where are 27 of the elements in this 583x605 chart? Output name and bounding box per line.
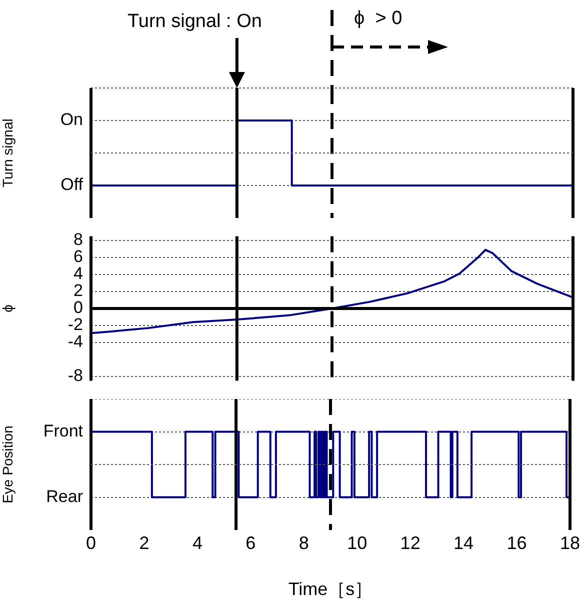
y-tick-label: 6: [74, 247, 83, 266]
x-tick-label: 14: [454, 532, 474, 553]
y-tick-label: -8: [68, 366, 83, 386]
text: Rear: [46, 486, 84, 506]
text: Front: [43, 421, 84, 440]
x-tick-label: 10: [347, 532, 368, 553]
y-axis-title: ϕ: [0, 304, 16, 312]
y-tick-label: -4: [68, 332, 83, 352]
y-tick-label: 8: [74, 230, 83, 250]
x-tick-label: 6: [246, 532, 256, 553]
text: Off: [60, 175, 84, 194]
x-tick-label: 8: [298, 532, 309, 553]
x-tick-label: 12: [400, 532, 420, 553]
y-tick-label: 2: [74, 281, 83, 300]
x-tick-label: 16: [506, 532, 527, 553]
text: Turn signal : On: [127, 11, 262, 32]
y-tick-label: -2: [68, 315, 83, 334]
x-axis-title: Time［s］: [288, 579, 373, 600]
y-axis-title: Turn signal: [0, 118, 16, 188]
x-tick-label: 2: [139, 532, 150, 553]
text: On: [60, 110, 83, 130]
x-tick-label: 18: [560, 532, 580, 553]
x-tick-label: 4: [192, 532, 202, 553]
y-tick-label: 4: [74, 264, 83, 284]
y-tick-label: 0: [74, 298, 83, 318]
text: ϕ > 0: [354, 8, 402, 30]
y-axis-title: Eye Position: [0, 426, 16, 504]
